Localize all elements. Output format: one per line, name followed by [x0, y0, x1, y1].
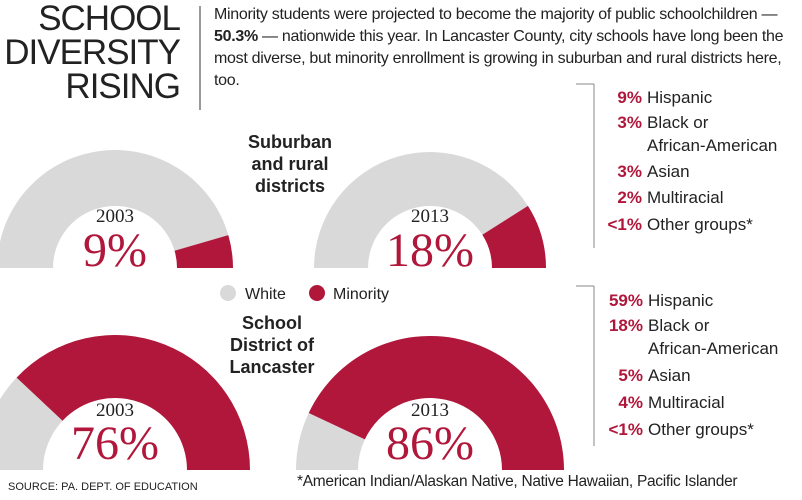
white-segment — [296, 412, 365, 470]
breakdown-label: Black or — [648, 316, 710, 335]
breakdown-label: Asian — [647, 162, 690, 181]
white-segment — [0, 150, 229, 268]
intro-highlight: 50.3% — [214, 28, 258, 45]
minority-segment — [482, 205, 546, 268]
group-label: School — [242, 313, 302, 333]
year-label: 2013 — [411, 400, 449, 421]
intro-text: Minority students were projected to beco… — [214, 6, 778, 23]
minority-segment — [174, 235, 233, 268]
year-label: 2003 — [96, 206, 134, 227]
legend-label: White — [245, 286, 286, 303]
breakdown-value: 18% — [609, 316, 643, 335]
group-label: Lancaster — [229, 357, 314, 377]
legend-swatch — [309, 285, 325, 301]
breakdown-value: <1% — [608, 215, 643, 234]
breakdown-label: Hispanic — [647, 88, 713, 107]
breakdown-label: African-American — [647, 136, 777, 155]
breakdown-value: 9% — [617, 88, 642, 107]
breakdown-value: 59% — [609, 291, 643, 310]
title-line: DIVERSITY — [4, 33, 180, 72]
legend-label: Minority — [333, 286, 389, 303]
footnote: *American Indian/Alaskan Native, Native … — [297, 473, 737, 490]
year-label: 2003 — [96, 400, 134, 421]
percent-label: 86% — [386, 417, 474, 470]
breakdown-label: Black or — [647, 113, 709, 132]
title-line: RISING — [65, 67, 180, 106]
percent-label: 76% — [71, 417, 159, 470]
group-label: Suburban — [248, 132, 332, 152]
breakdown-value: 2% — [617, 188, 642, 207]
year-label: 2013 — [411, 206, 449, 227]
breakdown-label: Multiracial — [648, 393, 725, 412]
group-label: and rural — [251, 154, 328, 174]
breakdown-value: 3% — [617, 162, 642, 181]
legend-swatch — [220, 285, 236, 301]
breakdown-label: Hispanic — [648, 291, 714, 310]
minority-segment — [16, 335, 251, 470]
white-segment — [0, 377, 63, 470]
breakdown-value: 5% — [618, 366, 643, 385]
breakdown-label: Asian — [648, 366, 691, 385]
source: SOURCE: PA. DEPT. OF EDUCATION — [8, 481, 198, 493]
white-segment — [313, 151, 528, 268]
breakdown-label: African-American — [648, 339, 778, 358]
breakdown-label: Multiracial — [647, 188, 724, 207]
intro: Minority students were projected to beco… — [214, 4, 794, 92]
breakdown-label: Other groups* — [648, 420, 754, 439]
group-label: districts — [255, 176, 325, 196]
breakdown-value: 4% — [618, 393, 643, 412]
percent-label: 18% — [386, 224, 474, 277]
percent-label: 9% — [83, 224, 147, 277]
minority-segment — [308, 335, 564, 470]
group-label: District of — [230, 335, 315, 355]
breakdown-value: <1% — [609, 420, 644, 439]
breakdown-label: Other groups* — [647, 215, 753, 234]
title-line: SCHOOL — [38, 0, 180, 38]
intro-text: — nationwide this year. In Lancaster Cou… — [214, 28, 784, 89]
breakdown-value: 3% — [617, 113, 642, 132]
